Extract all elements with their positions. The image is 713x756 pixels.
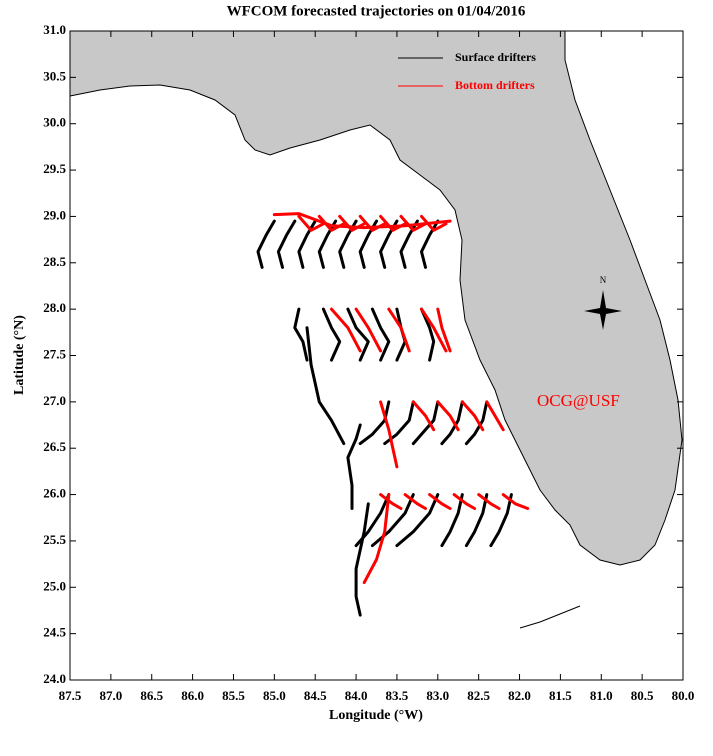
trajectory (354, 502, 370, 617)
trajectory (460, 400, 485, 432)
trajectory (489, 493, 513, 548)
trajectory (256, 219, 276, 269)
trajectory (370, 307, 391, 362)
y-tick-label: 26.0 (43, 486, 66, 501)
trajectory (293, 307, 309, 362)
y-axis-label: Latitude (°N) (12, 315, 27, 395)
trajectory (420, 307, 436, 362)
keys (519, 605, 581, 629)
trajectory (330, 307, 362, 353)
x-tick-label: 84.0 (345, 688, 368, 703)
trajectory (436, 400, 460, 432)
x-tick-label: 80.5 (631, 688, 654, 703)
x-tick-label: 81.0 (590, 688, 613, 703)
y-tick-label: 25.5 (43, 532, 66, 547)
annotation: OCG@USF (537, 391, 620, 410)
trajectory (387, 307, 411, 353)
trajectory (399, 214, 427, 232)
trajectory (395, 493, 440, 548)
trajectory (321, 307, 342, 362)
trajectory (411, 400, 436, 432)
x-tick-label: 82.0 (508, 688, 531, 703)
trajectory (297, 214, 325, 232)
y-tick-label: 24.5 (43, 625, 66, 640)
trajectory (305, 326, 346, 446)
trajectory (379, 214, 407, 232)
y-tick-label: 25.0 (43, 578, 66, 593)
land (69, 30, 683, 566)
legend-label: Bottom drifters (455, 78, 535, 92)
y-tick-label: 31.0 (43, 22, 66, 37)
x-tick-label: 83.5 (386, 688, 409, 703)
trajectory (485, 400, 505, 432)
trajectory (464, 493, 489, 548)
x-tick-label: 82.5 (467, 688, 490, 703)
x-tick-label: 80.0 (672, 688, 695, 703)
trajectory (501, 493, 530, 510)
x-tick-label: 81.5 (549, 688, 572, 703)
trajectory (346, 423, 362, 510)
trajectory (354, 493, 391, 548)
x-tick-label: 86.0 (181, 688, 204, 703)
y-tick-label: 30.5 (43, 68, 66, 83)
trajectory (379, 219, 399, 269)
trajectory (420, 307, 448, 353)
trajectory (346, 307, 370, 362)
trajectory (420, 214, 448, 232)
y-tick-label: 24.0 (43, 671, 66, 686)
trajectory (317, 219, 338, 269)
legend-label: Surface drifters (455, 50, 536, 64)
drifter-series (272, 212, 530, 585)
trajectory (358, 214, 387, 232)
trajectory (317, 214, 346, 232)
y-tick-label: 26.5 (43, 439, 66, 454)
trajectory (358, 400, 391, 446)
trajectory (440, 493, 464, 548)
x-tick-label: 85.0 (263, 688, 286, 703)
trajectory (354, 307, 383, 353)
trajectory (428, 493, 452, 510)
compass-label: N (600, 275, 607, 285)
trajectory (464, 400, 489, 446)
trajectory (452, 493, 477, 510)
x-tick-label: 87.0 (99, 688, 122, 703)
trajectory (436, 307, 452, 353)
x-axis-label: Longitude (°W) (329, 708, 423, 723)
y-tick-label: 28.5 (43, 254, 66, 269)
y-tick-label: 29.5 (43, 161, 66, 176)
trajectory (440, 400, 464, 446)
trajectory (362, 493, 391, 585)
x-tick-label: 85.5 (222, 688, 245, 703)
chart-title: WFCOM forecasted trajectories on 01/04/2… (227, 3, 526, 19)
compass-rose (584, 290, 622, 330)
trajectory (370, 493, 415, 548)
trajectory (403, 493, 427, 510)
x-tick-label: 84.5 (304, 688, 327, 703)
trajectory (338, 214, 366, 232)
trajectory (411, 400, 440, 446)
trajectory (477, 493, 501, 510)
x-tick-label: 83.0 (426, 688, 449, 703)
trajectory (379, 493, 403, 510)
trajectory (379, 400, 399, 469)
y-tick-label: 28.0 (43, 300, 66, 315)
y-tick-label: 30.0 (43, 115, 66, 130)
x-tick-label: 87.5 (59, 688, 82, 703)
y-tick-label: 29.0 (43, 207, 66, 222)
y-tick-label: 27.0 (43, 393, 66, 408)
y-tick-label: 27.5 (43, 346, 66, 361)
compass: N (584, 275, 622, 330)
trajectory (276, 219, 297, 269)
x-tick-label: 86.5 (140, 688, 163, 703)
